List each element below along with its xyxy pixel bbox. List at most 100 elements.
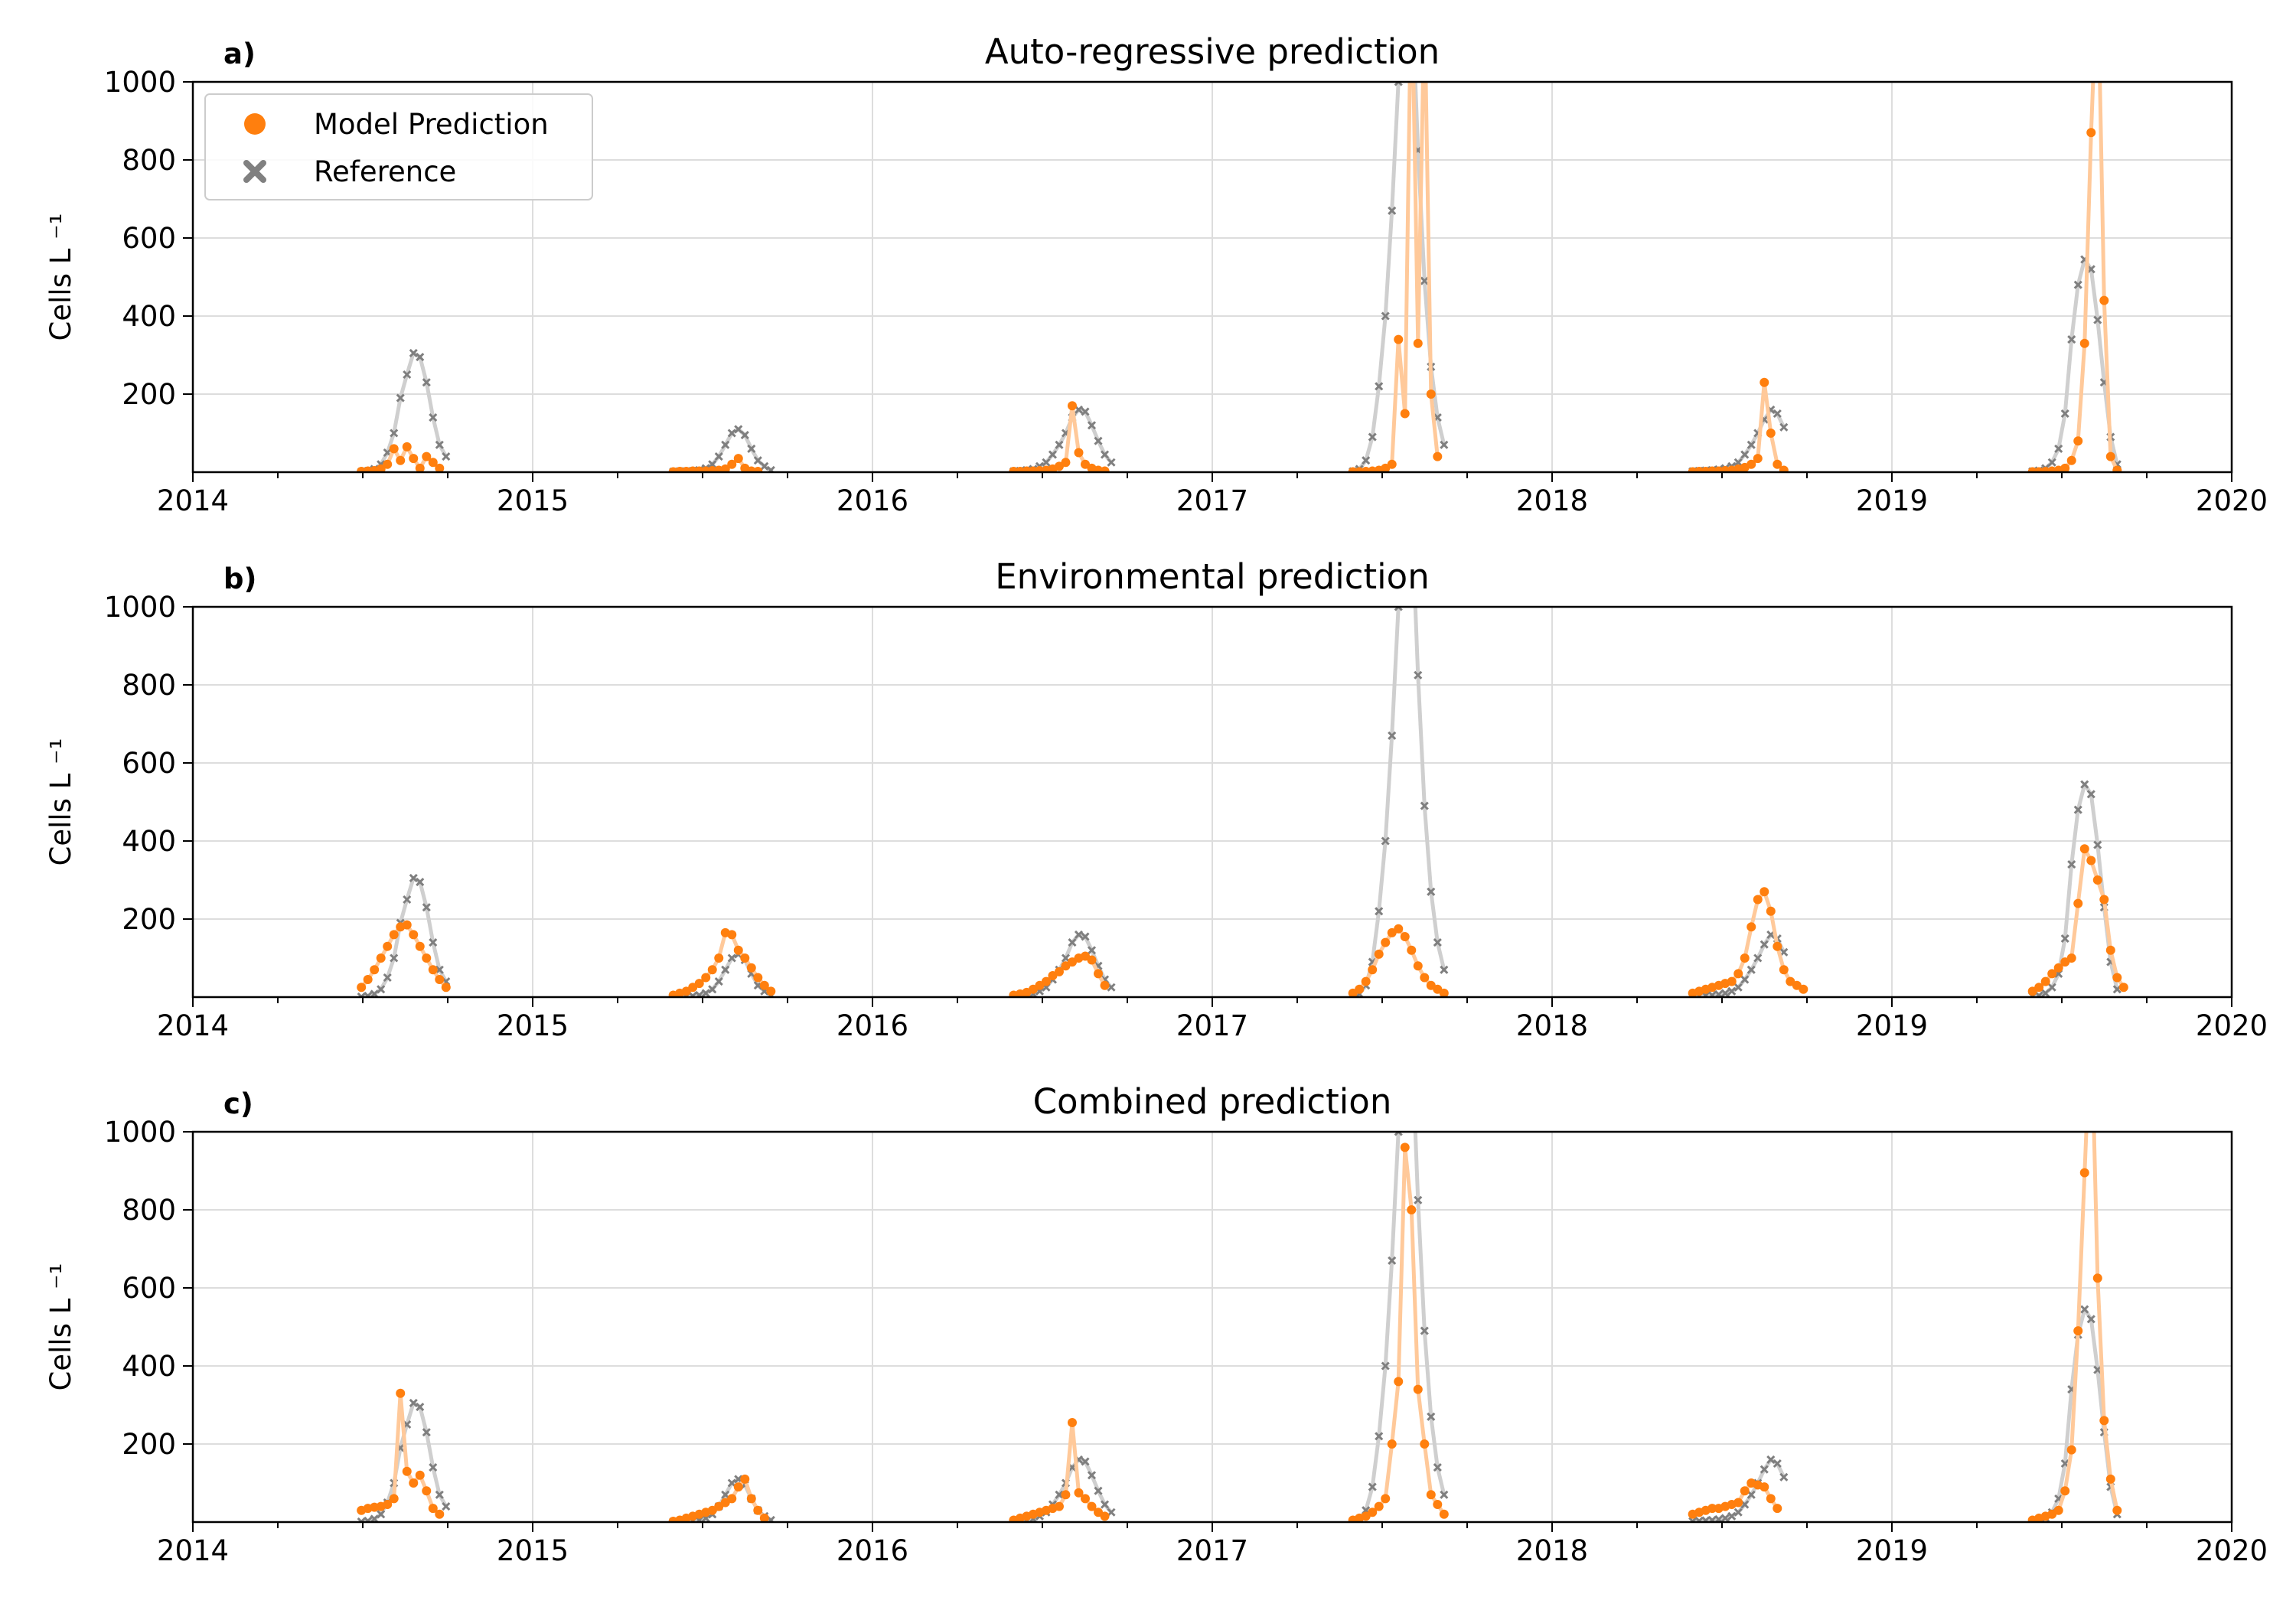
- reference-point: [1087, 421, 1097, 430]
- reference-point: [1042, 458, 1051, 467]
- reference-line: [1013, 1457, 1113, 1522]
- prediction-point: [441, 983, 451, 993]
- reference-point: [409, 348, 418, 358]
- prediction-point: [1413, 1384, 1423, 1394]
- x-tick-label: 2020: [2196, 1009, 2268, 1042]
- reference-point: [422, 378, 431, 387]
- reference-point: [1074, 930, 1084, 939]
- reference-point: [416, 877, 425, 887]
- x-tick-label: 2017: [1176, 1534, 1248, 1567]
- reference-point: [1087, 1471, 1097, 1480]
- panel-title: Auto-regressive prediction: [985, 31, 1440, 72]
- reference-point: [2060, 409, 2069, 419]
- reference-point: [1773, 409, 1782, 419]
- reference-point: [1420, 801, 1429, 810]
- x-tick-label: 2015: [497, 1534, 569, 1567]
- x-tick-label: 2018: [1516, 1534, 1588, 1567]
- prediction-point: [753, 973, 763, 983]
- y-tick-label: 1000: [104, 1116, 176, 1149]
- panel-label: b): [223, 562, 256, 595]
- prediction-point: [714, 953, 724, 963]
- prediction-point: [402, 920, 412, 930]
- y-tick-label: 600: [122, 1272, 176, 1305]
- reference-point: [1408, 506, 1415, 513]
- y-axis: 200 400 600 800 1000: [104, 66, 193, 411]
- prediction-point: [707, 965, 717, 975]
- legend-marker-prediction: [244, 113, 266, 135]
- prediction-point: [1766, 429, 1776, 438]
- reference-point: [409, 873, 418, 883]
- reference-point: [1394, 1132, 1403, 1136]
- prediction-point: [2034, 983, 2044, 993]
- prediction-point: [376, 464, 386, 472]
- prediction-point: [422, 451, 432, 461]
- prediction-point: [1400, 1143, 1410, 1152]
- reference-point: [721, 965, 730, 974]
- reference-point: [1440, 440, 1449, 449]
- prediction-point: [1087, 955, 1097, 965]
- x-tick-label: 2019: [1856, 484, 1928, 517]
- prediction-point: [409, 930, 419, 940]
- prediction-point: [1355, 984, 1365, 994]
- reference-point: [2047, 458, 2056, 467]
- prediction-point: [733, 454, 743, 464]
- prediction-point: [1100, 1511, 1110, 1521]
- prediction-point: [1374, 1501, 1384, 1511]
- prediction-point: [1394, 334, 1404, 344]
- prediction-point: [409, 454, 419, 464]
- reference-point: [409, 1398, 418, 1408]
- prediction-point: [415, 1470, 425, 1480]
- prediction-point: [2105, 945, 2115, 955]
- panel-c: 2014 2015 2016 2017 2018 2019 2020 200 400 600 800…: [44, 1081, 2268, 1567]
- x-tick-label: 2017: [1176, 484, 1248, 517]
- prediction-point: [2066, 455, 2076, 465]
- prediction-point: [1433, 1500, 1443, 1510]
- reference-point: [1433, 938, 1442, 947]
- reference-point: [1107, 458, 1116, 467]
- x-tick-label: 2020: [2196, 484, 2268, 517]
- prediction-point: [1394, 924, 1404, 934]
- reference-point: [1779, 1472, 1789, 1482]
- reference-point: [1394, 82, 1403, 86]
- prediction-point: [2105, 1474, 2115, 1484]
- reference-point: [1375, 1432, 1384, 1441]
- prediction-point: [2099, 895, 2109, 905]
- x-tick-label: 2019: [1856, 1009, 1928, 1042]
- prediction-point: [383, 941, 393, 951]
- prediction-point: [733, 1482, 743, 1492]
- prediction-point: [766, 986, 776, 996]
- prediction-point: [1426, 390, 1436, 399]
- reference-point: [2041, 989, 2050, 997]
- x-tick-label: 2016: [837, 1534, 908, 1567]
- x-tick-label: 2016: [837, 1009, 908, 1042]
- prediction-point: [402, 442, 412, 451]
- prediction-point: [1067, 1417, 1077, 1427]
- reference-point: [1773, 1459, 1782, 1468]
- panel-label: a): [223, 37, 256, 70]
- legend-marker-reference: [243, 160, 266, 183]
- panel-b: 2014 2015 2016 2017 2018 2019 2020 200 400 600 800…: [44, 506, 2268, 1042]
- prediction-point: [1061, 1490, 1071, 1500]
- reference-point: [727, 429, 736, 438]
- y-tick-label: 200: [122, 903, 176, 936]
- reference-point: [377, 1510, 386, 1519]
- panel-title: Combined prediction: [1033, 1081, 1392, 1122]
- prediction-point: [435, 1509, 445, 1519]
- reference-point: [1100, 1500, 1110, 1509]
- prediction-point: [2066, 1445, 2076, 1455]
- reference-point: [442, 1502, 451, 1511]
- y-tick-label: 600: [122, 747, 176, 780]
- reference-point: [1701, 1516, 1711, 1522]
- reference-point: [429, 413, 438, 422]
- y-axis-label: Cells L ⁻¹: [44, 214, 77, 341]
- prediction-point: [1707, 1504, 1717, 1514]
- reference-point: [1740, 975, 1750, 984]
- reference-point: [721, 440, 730, 449]
- prediction-point: [2079, 844, 2089, 854]
- prediction-point: [1080, 1494, 1090, 1504]
- prediction-point: [1753, 895, 1763, 905]
- prediction-point: [1054, 966, 1064, 976]
- reference-point: [1362, 456, 1371, 465]
- prediction-point: [1054, 1501, 1064, 1511]
- x-tick-label: 2018: [1516, 1009, 1588, 1042]
